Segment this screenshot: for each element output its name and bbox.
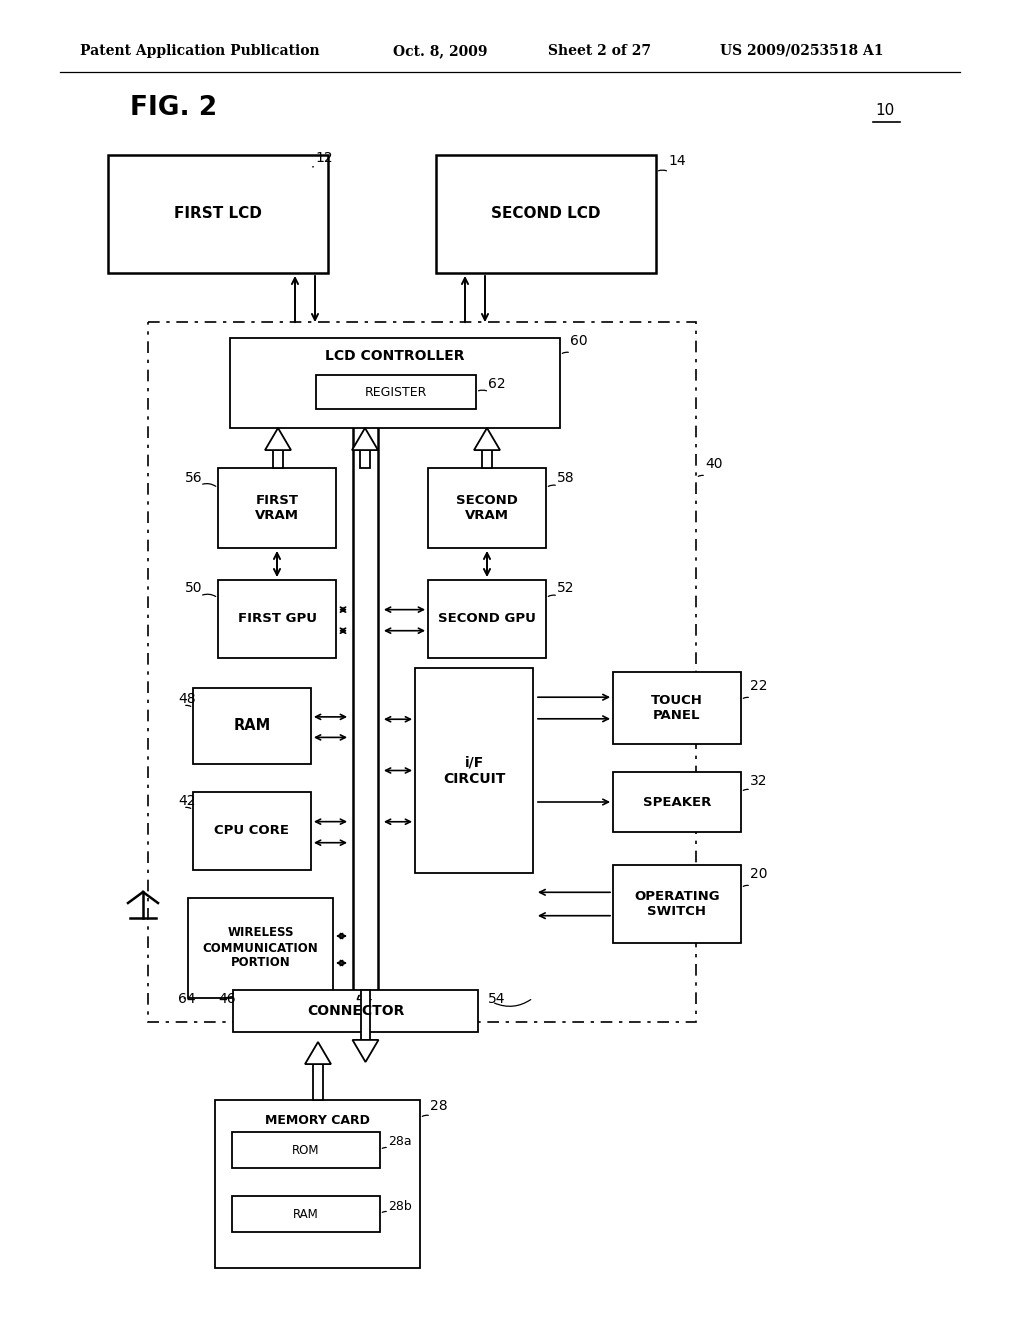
- Polygon shape: [305, 1041, 331, 1064]
- Polygon shape: [352, 428, 378, 450]
- Bar: [613, 672, 741, 744]
- Bar: [230, 338, 560, 428]
- Text: FIG. 2: FIG. 2: [130, 95, 217, 121]
- Bar: [193, 688, 311, 764]
- Text: FIRST LCD: FIRST LCD: [174, 206, 262, 222]
- Text: WIRELESS
COMMUNICATION
PORTION: WIRELESS COMMUNICATION PORTION: [203, 927, 318, 969]
- Bar: [428, 469, 546, 548]
- Bar: [415, 668, 534, 873]
- Bar: [360, 450, 370, 469]
- Text: OPERATING
SWITCH: OPERATING SWITCH: [634, 890, 720, 917]
- Text: 28: 28: [430, 1100, 447, 1113]
- Text: 14: 14: [668, 154, 686, 168]
- Text: 62: 62: [488, 378, 506, 391]
- Text: SECOND GPU: SECOND GPU: [438, 612, 536, 626]
- Bar: [273, 450, 283, 469]
- Bar: [482, 450, 492, 469]
- Text: 42: 42: [178, 795, 196, 808]
- Bar: [313, 1064, 323, 1100]
- Bar: [218, 469, 336, 548]
- Text: 60: 60: [570, 334, 588, 348]
- Text: CPU CORE: CPU CORE: [214, 825, 290, 837]
- Polygon shape: [265, 428, 291, 450]
- Text: 22: 22: [750, 678, 768, 693]
- Text: i/F
CIRCUIT: i/F CIRCUIT: [442, 755, 505, 785]
- Text: RAM: RAM: [293, 1208, 318, 1221]
- Text: 10: 10: [874, 103, 894, 117]
- Bar: [316, 375, 476, 409]
- Text: 40: 40: [705, 457, 723, 471]
- Text: Sheet 2 of 27: Sheet 2 of 27: [548, 44, 651, 58]
- Bar: [148, 322, 696, 1022]
- Text: 52: 52: [557, 581, 574, 595]
- Bar: [360, 990, 371, 1040]
- Bar: [613, 772, 741, 832]
- Text: 28a: 28a: [388, 1135, 412, 1148]
- Bar: [232, 1133, 380, 1168]
- Bar: [193, 792, 311, 870]
- Bar: [188, 898, 333, 998]
- Text: 12: 12: [315, 150, 333, 165]
- Text: 58: 58: [557, 471, 574, 484]
- Text: 20: 20: [750, 867, 768, 880]
- Bar: [108, 154, 328, 273]
- Text: SECOND
VRAM: SECOND VRAM: [456, 494, 518, 521]
- Bar: [233, 990, 478, 1032]
- Text: 54: 54: [488, 993, 506, 1006]
- Text: SECOND LCD: SECOND LCD: [492, 206, 601, 222]
- Text: FIRST
VRAM: FIRST VRAM: [255, 494, 299, 521]
- Text: 64: 64: [178, 993, 196, 1006]
- Text: REGISTER: REGISTER: [365, 385, 427, 399]
- Polygon shape: [474, 428, 500, 450]
- Text: 48: 48: [178, 692, 196, 706]
- Bar: [436, 154, 656, 273]
- Text: SPEAKER: SPEAKER: [643, 796, 712, 808]
- Bar: [613, 865, 741, 942]
- Bar: [428, 579, 546, 657]
- Text: Oct. 8, 2009: Oct. 8, 2009: [393, 44, 487, 58]
- Text: 32: 32: [750, 774, 768, 788]
- Text: LCD CONTROLLER: LCD CONTROLLER: [326, 348, 465, 363]
- Text: RAM: RAM: [233, 718, 270, 734]
- Text: 50: 50: [185, 581, 203, 595]
- Text: 28b: 28b: [388, 1200, 412, 1213]
- Polygon shape: [352, 1040, 379, 1063]
- Text: ROM: ROM: [292, 1143, 319, 1156]
- Bar: [232, 1196, 380, 1232]
- Text: Patent Application Publication: Patent Application Publication: [80, 44, 319, 58]
- Text: MEMORY CARD: MEMORY CARD: [265, 1114, 370, 1126]
- Bar: [215, 1100, 420, 1269]
- Bar: [218, 579, 336, 657]
- Text: TOUCH
PANEL: TOUCH PANEL: [651, 694, 702, 722]
- Text: 44: 44: [355, 993, 373, 1006]
- Text: US 2009/0253518 A1: US 2009/0253518 A1: [720, 44, 884, 58]
- Text: 56: 56: [185, 471, 203, 484]
- Text: 46: 46: [218, 993, 236, 1006]
- Text: FIRST GPU: FIRST GPU: [238, 612, 316, 626]
- Text: CONNECTOR: CONNECTOR: [307, 1005, 404, 1018]
